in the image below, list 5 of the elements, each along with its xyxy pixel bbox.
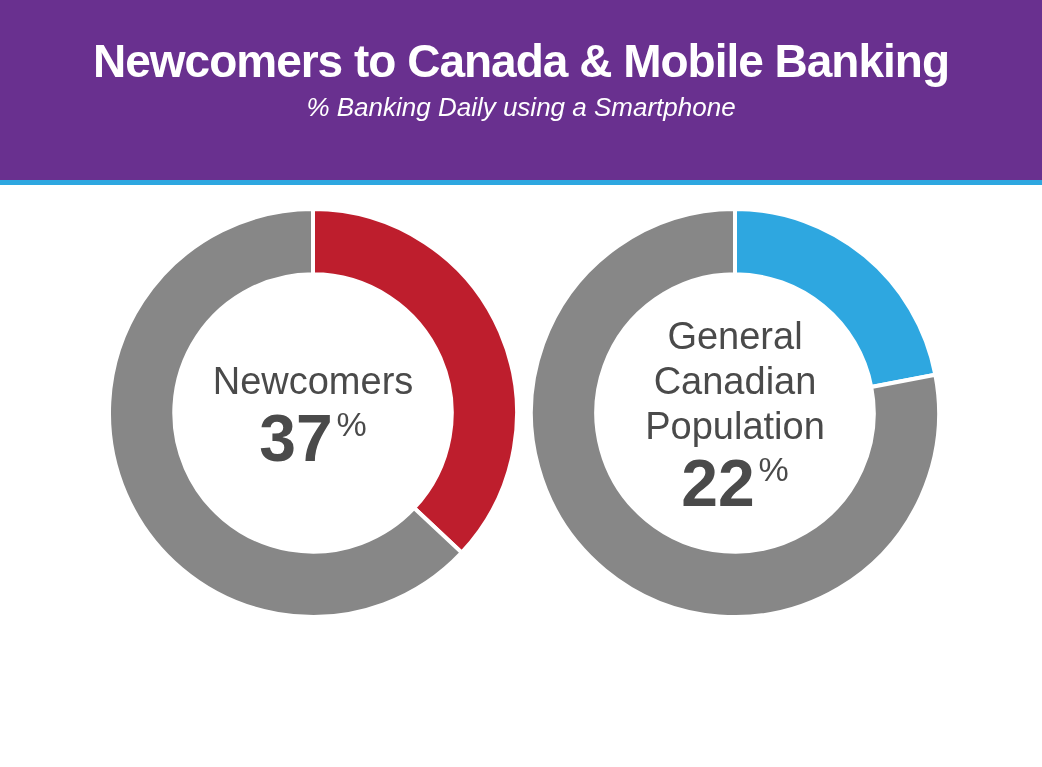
slice-label: General Canadian Population [645, 314, 825, 447]
slice-label: Newcomers [212, 359, 414, 402]
chart-title: Newcomers to Canada & Mobile Banking [91, 34, 951, 88]
data-label: 37% [259, 400, 367, 475]
chart-subtitle: % Banking Daily using a Smartphone [305, 92, 737, 123]
